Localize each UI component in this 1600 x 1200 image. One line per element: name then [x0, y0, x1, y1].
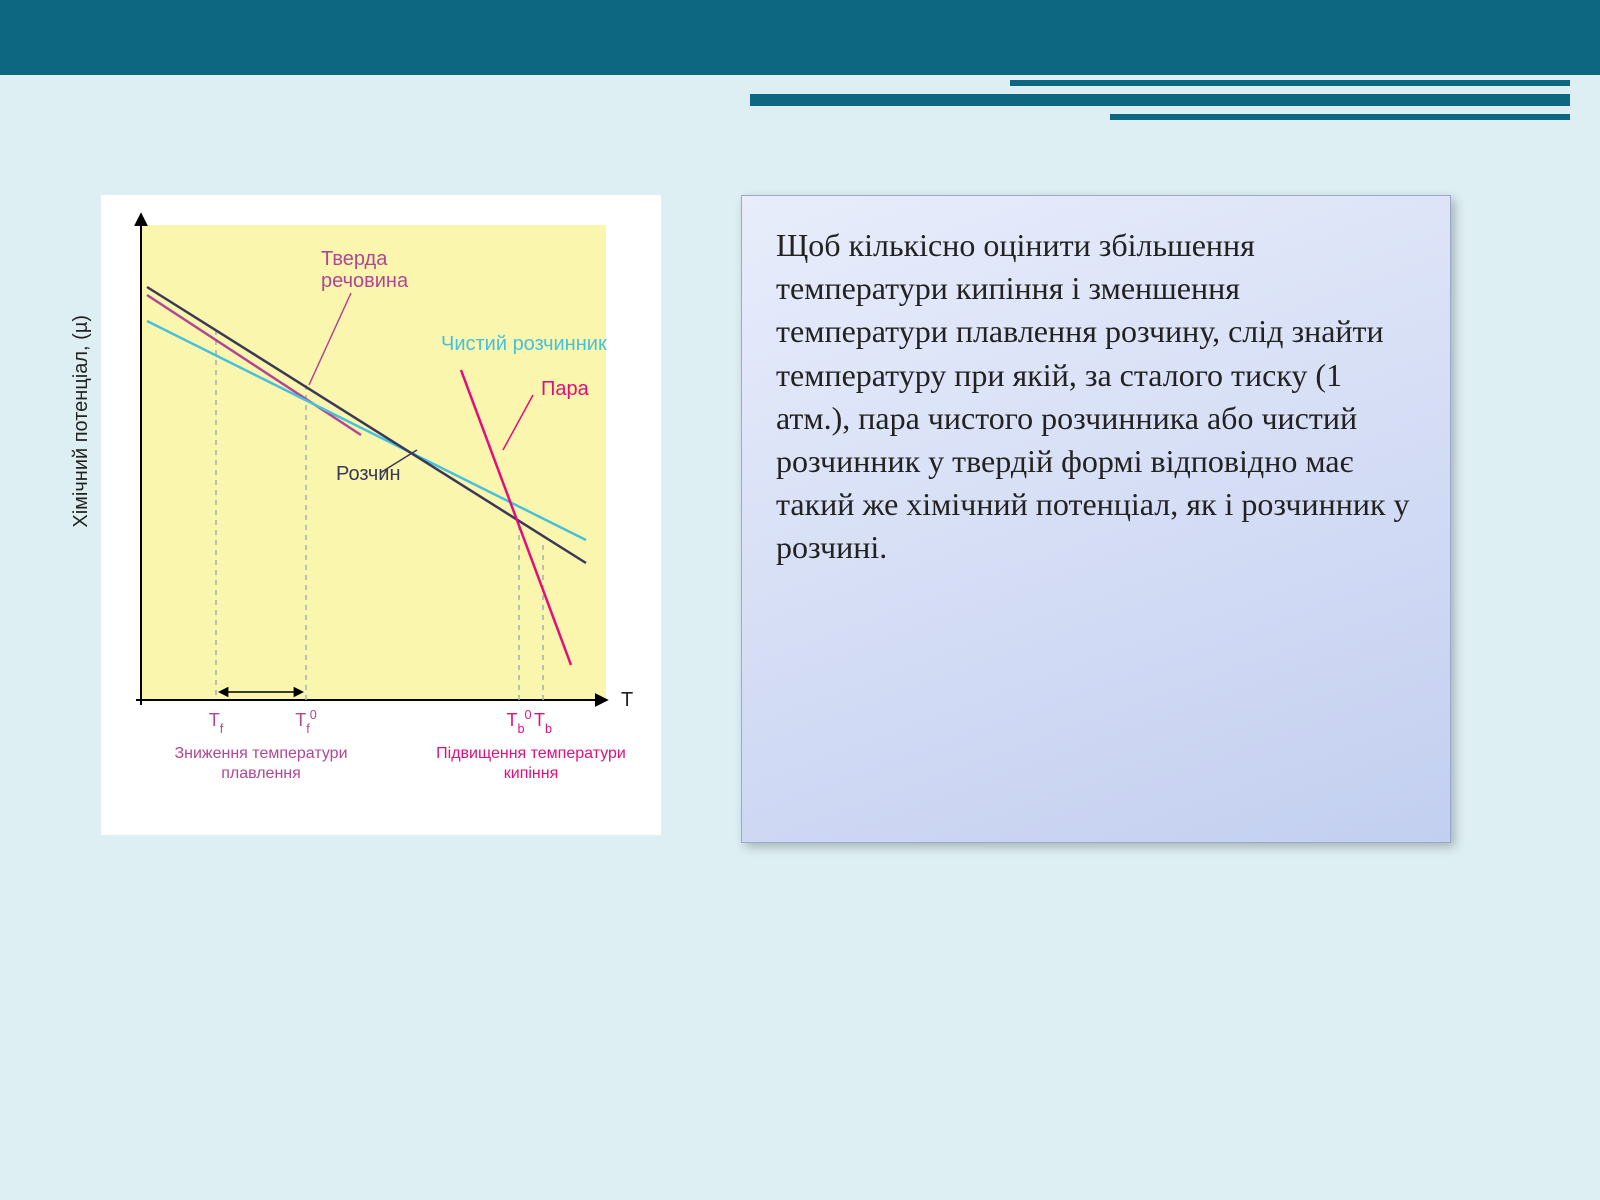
- accent-line-2: [750, 94, 1570, 106]
- explanation-text: Щоб кількісно оцінити збільшення темпера…: [741, 195, 1451, 843]
- label-solid_substance: Тверда: [321, 248, 388, 270]
- label-vapor: Пара: [541, 378, 590, 400]
- header-accent-lines: [750, 80, 1580, 120]
- svg-text:плавлення: плавлення: [221, 765, 301, 782]
- header-band: [0, 0, 1600, 75]
- label-solution: Розчин: [336, 463, 401, 485]
- caption: Зниження температури: [174, 745, 347, 762]
- slide-content: Хімічний потенціал, (µ) Твердаречовина Чи…: [0, 75, 1600, 843]
- accent-line-1: [1010, 80, 1570, 86]
- label-pure_solvent: Чистий розчинник: [441, 333, 607, 355]
- y-axis-label: Хімічний потенціал, (µ): [70, 315, 93, 528]
- chemical-potential-chart: Твердаречовина Чистий розчинник Розчин Пара…: [101, 195, 661, 835]
- caption: Підвищення температури: [436, 745, 626, 762]
- x-axis-label: T: [621, 689, 633, 711]
- svg-text:речовина: речовина: [321, 270, 409, 292]
- accent-line-3: [1110, 114, 1570, 120]
- chart-container: Хімічний потенціал, (µ) Твердаречовина Чи…: [70, 195, 661, 835]
- svg-text:кипіння: кипіння: [504, 765, 559, 782]
